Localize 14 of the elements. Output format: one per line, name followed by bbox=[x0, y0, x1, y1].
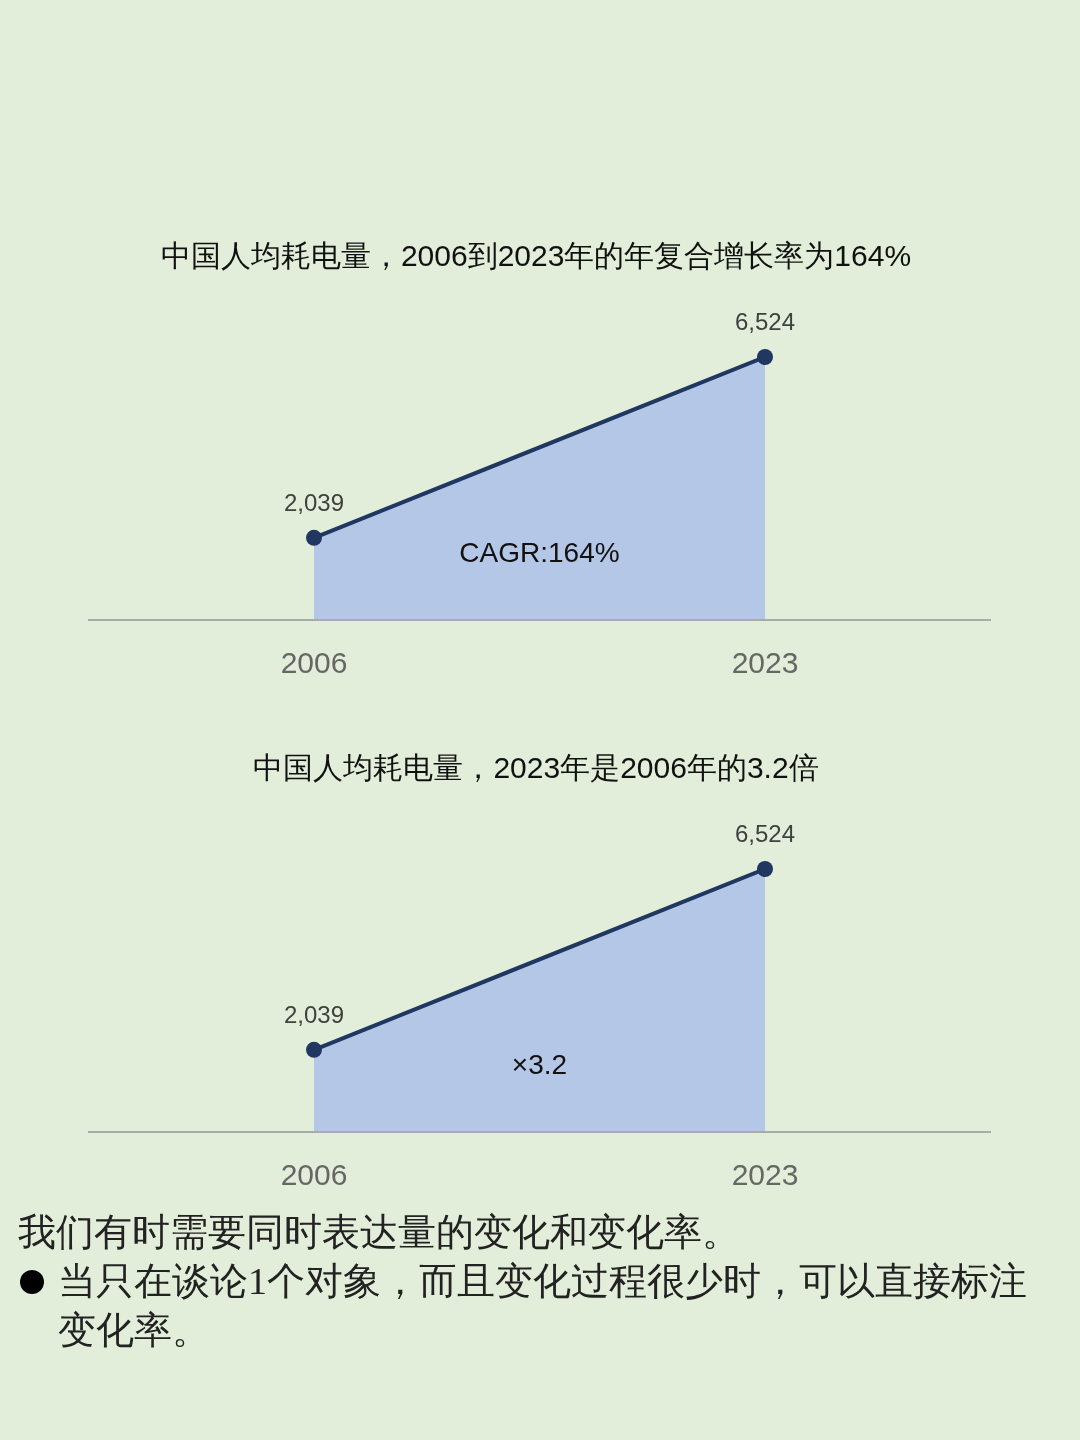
chart-title: 中国人均耗电量，2023年是2006年的3.2倍 bbox=[253, 750, 819, 784]
x-tick-label: 2023 bbox=[731, 1157, 799, 1191]
text: 当只在谈论1个对象，而且变化过程很少时，可以直接标注变化率。 bbox=[57, 1259, 1028, 1353]
data-label: 2,039 bbox=[283, 489, 345, 517]
text: 我们有时需要同时表达量的变化和变化率。 bbox=[18, 1210, 741, 1255]
chart-title: 中国人均耗电量，2006到2023年的年复合增长率为164% bbox=[160, 238, 912, 272]
x-tick-label: 2006 bbox=[280, 1157, 348, 1191]
x-tick-label: 2023 bbox=[731, 645, 799, 679]
annotation: CAGR:164% bbox=[459, 536, 620, 568]
data-label: 2,039 bbox=[283, 1001, 345, 1029]
data-label: 6,524 bbox=[734, 820, 796, 848]
x-tick-label: 2006 bbox=[280, 645, 348, 679]
annotation: ×3.2 bbox=[511, 1048, 568, 1080]
data-label: 6,524 bbox=[734, 308, 796, 336]
